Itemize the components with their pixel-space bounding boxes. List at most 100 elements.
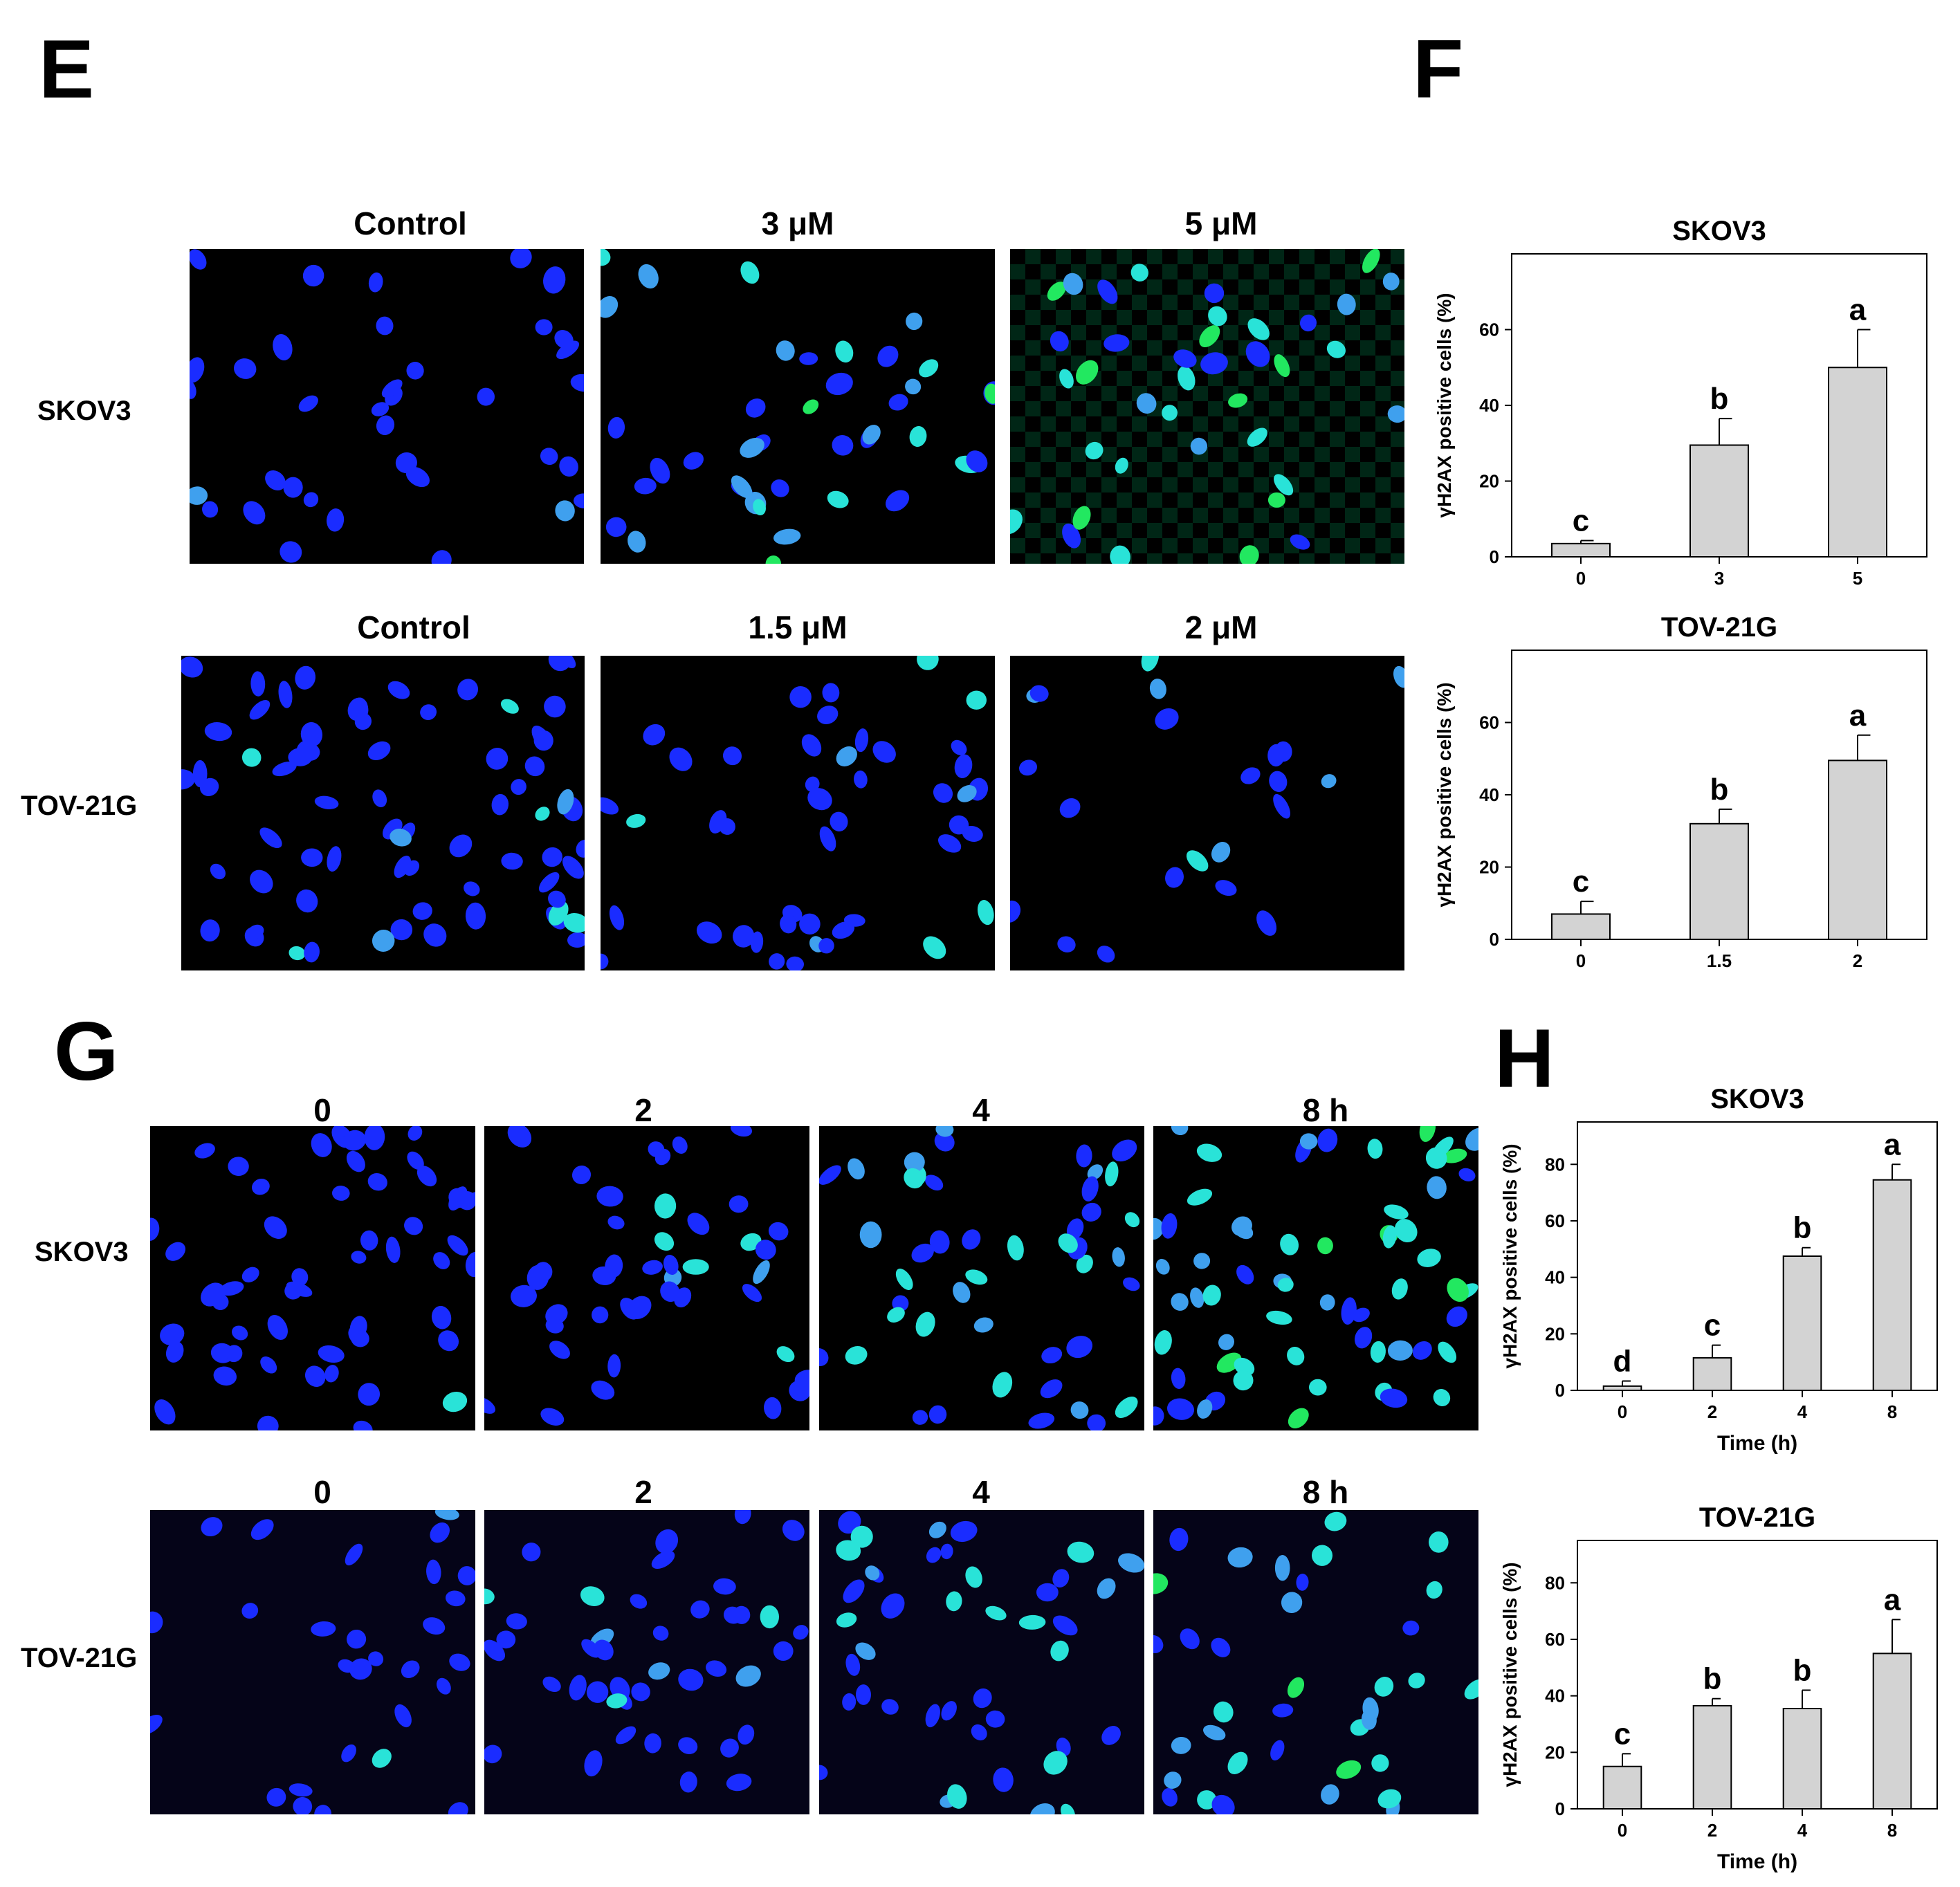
cell-nucleus bbox=[538, 872, 560, 893]
cell-nucleus bbox=[819, 1765, 828, 1780]
cell-nucleus bbox=[364, 1126, 385, 1150]
cell-nucleus bbox=[327, 846, 342, 872]
cell-nucleus bbox=[376, 316, 394, 335]
cell-nucleus bbox=[1171, 1293, 1189, 1311]
cell-nucleus bbox=[1018, 1614, 1046, 1630]
cell-nucleus bbox=[213, 1366, 237, 1386]
cell-nucleus bbox=[904, 1168, 924, 1189]
cell-nucleus bbox=[1288, 1408, 1309, 1429]
cell-nucleus bbox=[631, 1682, 650, 1702]
cell-nucleus bbox=[730, 1126, 753, 1137]
cell-nucleus bbox=[745, 398, 766, 418]
cell-nucleus bbox=[993, 1767, 1014, 1792]
significance-letter: a bbox=[1884, 1583, 1901, 1617]
cell-nucleus bbox=[696, 921, 722, 944]
cell-nucleus bbox=[601, 296, 619, 318]
cell-nucleus bbox=[1267, 492, 1285, 508]
cell-nucleus bbox=[1193, 1253, 1211, 1269]
cell-nucleus bbox=[407, 1126, 423, 1141]
cell-nucleus bbox=[1161, 1213, 1178, 1239]
cell-nucleus bbox=[819, 826, 836, 852]
x-tick-label: 0 bbox=[1618, 1401, 1627, 1422]
cell-nucleus bbox=[283, 477, 303, 498]
cell-nucleus bbox=[449, 834, 473, 858]
cell-nucleus bbox=[437, 1677, 451, 1695]
cell-nucleus bbox=[511, 1285, 537, 1307]
cell-nucleus bbox=[642, 1260, 663, 1275]
y-tick-label: 40 bbox=[1479, 395, 1499, 416]
x-tick-label: 5 bbox=[1853, 568, 1862, 589]
g-micrograph-tov21g-8h bbox=[1153, 1510, 1478, 1814]
e-bottom-col-label-control: Control bbox=[357, 609, 470, 645]
cell-nucleus bbox=[165, 1341, 184, 1363]
cell-nucleus bbox=[420, 704, 437, 720]
cell-nucleus bbox=[773, 528, 801, 545]
cell-nucleus bbox=[204, 721, 232, 742]
cell-nucleus bbox=[486, 748, 509, 770]
y-axis-label: γH2AX positive cells (%) bbox=[1434, 682, 1455, 907]
y-tick-label: 0 bbox=[1490, 546, 1499, 567]
bar bbox=[1782, 1708, 1822, 1810]
cell-nucleus bbox=[807, 788, 832, 811]
cell-nucleus bbox=[351, 1251, 367, 1264]
cell-nucleus bbox=[304, 1365, 326, 1388]
bar bbox=[1828, 760, 1887, 941]
cell-nucleus bbox=[286, 1281, 313, 1297]
cell-nucleus bbox=[535, 319, 553, 335]
cell-nucleus bbox=[372, 930, 395, 952]
cell-nucleus bbox=[1010, 900, 1021, 923]
cell-nucleus bbox=[793, 1625, 809, 1640]
cell-nucleus bbox=[1317, 1237, 1333, 1255]
cell-nucleus bbox=[819, 1165, 841, 1185]
significance-letter: b bbox=[1793, 1211, 1812, 1245]
cell-nucleus bbox=[314, 1805, 331, 1814]
cell-nucleus bbox=[706, 1660, 727, 1677]
significance-letter: b bbox=[1710, 773, 1729, 807]
cell-nucleus bbox=[249, 699, 271, 720]
y-tick-label: 20 bbox=[1545, 1323, 1565, 1344]
cell-nucleus bbox=[210, 863, 226, 880]
bar bbox=[1551, 913, 1611, 940]
bar bbox=[1782, 1255, 1822, 1391]
cell-nucleus bbox=[580, 1586, 605, 1606]
cell-nucleus bbox=[854, 770, 868, 789]
cell-nucleus bbox=[760, 1605, 780, 1629]
cell-nucleus bbox=[302, 264, 324, 287]
cell-nucleus bbox=[1412, 1341, 1432, 1360]
cell-nucleus bbox=[836, 1612, 857, 1628]
cell-nucleus bbox=[801, 734, 822, 757]
cell-nucleus bbox=[225, 1345, 243, 1363]
cell-nucleus bbox=[925, 1704, 940, 1728]
cell-nucleus bbox=[1059, 369, 1074, 389]
cell-nucleus bbox=[663, 1255, 679, 1275]
cell-nucleus bbox=[947, 1784, 967, 1809]
cell-nucleus bbox=[825, 372, 853, 396]
e-top-col-label-control: Control bbox=[354, 205, 467, 241]
y-tick-label: 40 bbox=[1479, 784, 1499, 805]
y-tick-label: 20 bbox=[1545, 1742, 1565, 1762]
cell-nucleus bbox=[1273, 793, 1291, 819]
cell-nucleus bbox=[1141, 656, 1160, 672]
cell-nucleus bbox=[933, 783, 953, 803]
cell-nucleus bbox=[1040, 1379, 1063, 1399]
cell-nucleus bbox=[431, 1305, 452, 1329]
cell-nucleus bbox=[1136, 393, 1157, 414]
cell-nucleus bbox=[548, 901, 569, 926]
cell-nucleus bbox=[1029, 1803, 1055, 1814]
cell-nucleus bbox=[280, 541, 302, 563]
cell-nucleus bbox=[1458, 1168, 1476, 1181]
cell-nucleus bbox=[605, 517, 627, 537]
cell-nucleus bbox=[1167, 1398, 1194, 1420]
x-axis-label: Time (h) bbox=[1717, 1432, 1797, 1455]
cell-nucleus bbox=[1047, 282, 1066, 301]
cell-nucleus bbox=[1419, 1126, 1436, 1142]
cell-nucleus bbox=[881, 1699, 899, 1715]
cell-nucleus bbox=[324, 1365, 339, 1383]
cell-nucleus bbox=[457, 1190, 475, 1211]
cell-nucleus bbox=[606, 1693, 628, 1709]
cell-nucleus bbox=[448, 1802, 468, 1814]
cell-nucleus bbox=[358, 1383, 381, 1406]
cell-nucleus bbox=[720, 1738, 739, 1758]
cell-nucleus bbox=[548, 890, 566, 908]
cell-nucleus bbox=[1178, 366, 1196, 391]
